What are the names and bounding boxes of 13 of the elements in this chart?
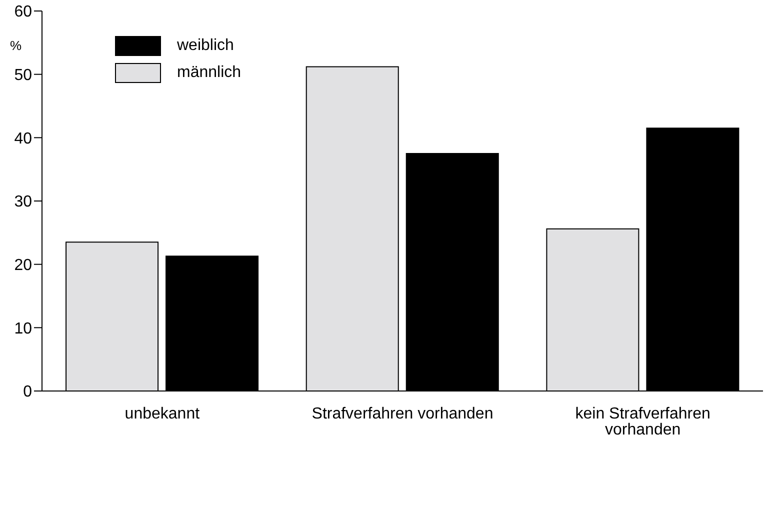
x-tick-label: Strafverfahren vorhanden [312, 405, 494, 422]
x-tick-label: unbekannt [124, 405, 200, 422]
y-tick-label: 0 [23, 384, 32, 401]
x-tick-label: kein Strafverfahren vorhanden [575, 405, 710, 438]
y-tick-label: 40 [14, 130, 32, 148]
y-tick-label: 20 [14, 257, 32, 274]
y-tick-label: 60 [14, 4, 32, 21]
legend-label: männlich [177, 64, 242, 82]
legend-label: weiblich [177, 36, 234, 54]
y-tick-label: 50 [14, 67, 32, 84]
y-axis-title: % [10, 38, 22, 53]
y-tick-label: 30 [14, 194, 32, 211]
y-tick-label: 10 [14, 320, 32, 338]
